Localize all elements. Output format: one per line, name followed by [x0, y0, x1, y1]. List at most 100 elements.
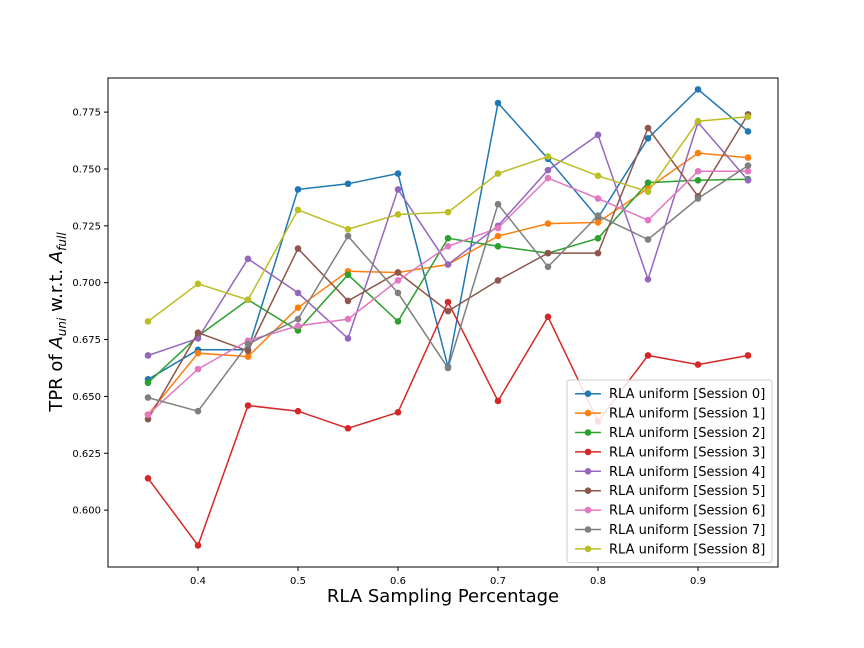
y-tick-label: 0.700 [72, 278, 101, 289]
legend-swatch-marker [584, 448, 592, 456]
y-tick-label: 0.625 [72, 449, 101, 460]
x-tick-label: 0.9 [690, 576, 706, 587]
data-point [194, 542, 202, 549]
series-6 [144, 167, 752, 418]
y-tick-label: 0.650 [72, 392, 101, 403]
data-point [394, 318, 402, 325]
legend-label: RLA uniform [Session 1] [609, 407, 765, 422]
data-point [144, 379, 152, 387]
legend-label: RLA uniform [Session 4] [609, 465, 765, 480]
data-point [744, 352, 752, 359]
data-point [144, 318, 152, 325]
legend-label: RLA uniform [Session 0] [609, 387, 765, 402]
data-point [544, 220, 552, 227]
x-tick-label: 0.4 [190, 576, 206, 587]
data-point [494, 224, 502, 232]
data-point [294, 206, 302, 214]
y-label-mid: w.r.t. [46, 263, 67, 317]
data-point [444, 298, 452, 306]
data-point [594, 249, 602, 257]
data-point [594, 195, 602, 202]
y-tick-label: 0.775 [72, 108, 101, 119]
series-layer [144, 86, 752, 549]
legend-swatch-marker [584, 390, 592, 398]
y-tick-label: 0.675 [72, 335, 101, 346]
data-point [694, 86, 702, 93]
plot-frame [107, 77, 779, 568]
legend: RLA uniform [Session 0] RLA uniform [Sess… [566, 379, 773, 564]
data-point [544, 313, 552, 321]
data-point [144, 411, 152, 418]
data-point [444, 235, 452, 242]
data-point [644, 352, 652, 359]
data-point [344, 225, 352, 233]
data-point [344, 315, 352, 323]
data-point [494, 200, 502, 208]
data-point [244, 402, 252, 409]
data-point [594, 172, 602, 180]
data-point [644, 124, 652, 132]
y-label-sub2: full [55, 232, 69, 251]
data-point [244, 353, 252, 360]
legend-entry: RLA uniform [Session 1] [575, 407, 765, 422]
legend-entry: RLA uniform [Session 7] [575, 523, 765, 538]
data-point [194, 329, 202, 337]
data-point [194, 365, 202, 373]
legend-swatch-marker [584, 409, 592, 417]
x-tick-label: 0.7 [490, 576, 506, 587]
y-tick-label: 0.750 [72, 164, 101, 175]
data-point [544, 166, 552, 174]
data-point [544, 153, 552, 160]
data-point [344, 424, 352, 432]
data-point [394, 211, 402, 218]
data-point [394, 186, 402, 193]
data-point [344, 297, 352, 305]
data-point [244, 255, 252, 263]
data-point [294, 304, 302, 312]
x-tick-label: 0.5 [290, 576, 306, 587]
data-point [194, 280, 202, 288]
data-point [544, 263, 552, 271]
legend-label: RLA uniform [Session 3] [609, 445, 765, 460]
legend-label: RLA uniform [Session 8] [609, 542, 765, 557]
data-point [594, 235, 602, 242]
data-point [294, 289, 302, 297]
data-point [744, 167, 752, 175]
data-point [444, 261, 452, 268]
data-point [144, 474, 152, 482]
legend-swatch-marker [584, 545, 592, 553]
x-axis: 0.4 0.5 0.6 0.7 0.8 0.9 [190, 567, 706, 587]
data-point [394, 289, 402, 297]
data-point [194, 349, 202, 357]
series-7 [144, 162, 752, 415]
data-point [444, 364, 452, 372]
data-point [344, 335, 352, 342]
data-point [144, 394, 152, 401]
data-point [444, 307, 452, 315]
data-point [244, 340, 252, 348]
data-point [694, 361, 702, 368]
data-point [594, 212, 602, 219]
legend-swatch-marker [584, 468, 592, 475]
data-point [394, 409, 402, 416]
data-point [494, 99, 502, 107]
data-point [494, 243, 502, 250]
data-point [694, 117, 702, 125]
data-point [244, 347, 252, 355]
data-point [744, 128, 752, 135]
legend-label: RLA uniform [Session 5] [609, 484, 765, 499]
data-point [594, 219, 602, 226]
x-axis-label: RLA Sampling Percentage [327, 586, 559, 607]
y-label-prefix: TPR of [46, 349, 67, 413]
data-point [294, 322, 302, 330]
series-8 [144, 113, 752, 325]
data-point [394, 269, 402, 276]
legend-swatch-marker [584, 526, 592, 533]
data-point [694, 149, 702, 157]
data-point [444, 243, 452, 250]
data-point [144, 415, 152, 423]
data-point [494, 277, 502, 284]
legend-box [566, 379, 773, 564]
data-point [644, 236, 652, 243]
